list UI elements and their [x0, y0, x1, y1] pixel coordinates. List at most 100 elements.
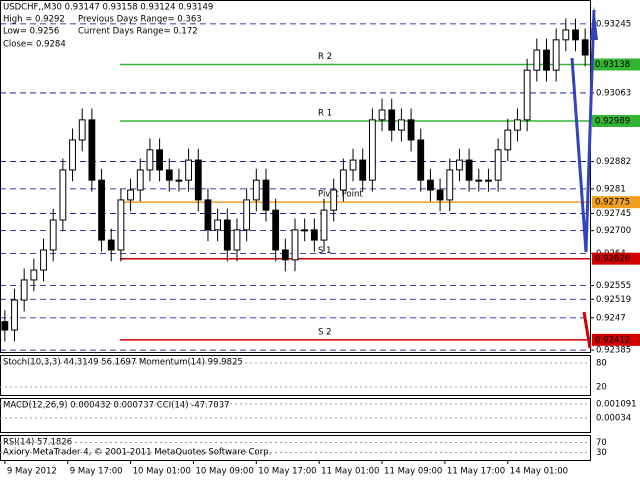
- info-text: Close= 0.9284: [3, 40, 66, 50]
- y-tick-label: 0.92555: [596, 281, 631, 291]
- candle-body: [310, 229, 318, 241]
- level-value: 0.92412: [595, 335, 630, 345]
- candle-body: [494, 149, 502, 181]
- candle-body: [359, 159, 367, 181]
- x-tick-label: 14 May 01:00: [510, 467, 568, 477]
- candle-body: [214, 219, 222, 231]
- plot-frame: [0, 0, 591, 353]
- y-tick-label: 0.9281: [596, 184, 626, 194]
- pane-tick-label: 20: [596, 383, 607, 393]
- forecast-arrow: [590, 6, 598, 40]
- y-tick-label: 0.92700: [596, 226, 631, 236]
- pane-tick-label: 80: [596, 359, 607, 369]
- info-text: Previous Days Range= 0.363: [78, 15, 202, 25]
- candle-body: [272, 209, 280, 251]
- level-name: R 1: [318, 109, 332, 119]
- candle-body: [514, 119, 521, 131]
- candle-body: [581, 39, 589, 56]
- candle-body: [20, 279, 28, 301]
- pane-tick-label: 0.001091: [596, 399, 637, 409]
- candle-body: [465, 159, 473, 181]
- candle-body: [523, 69, 531, 121]
- candle-body: [397, 119, 405, 131]
- candle-body: [330, 189, 338, 211]
- candle-body: [136, 169, 144, 191]
- x-tick-label: 9 May 17:00: [70, 467, 123, 477]
- candle-body: [407, 119, 415, 141]
- level-box: [592, 196, 640, 209]
- pane-frame: [0, 435, 591, 461]
- candle-body: [572, 29, 579, 41]
- candle-body: [175, 179, 183, 182]
- pane-tick-label: 70: [596, 438, 607, 448]
- level-value: 0.92775: [595, 198, 630, 208]
- candle-body: [127, 189, 134, 201]
- candle-body: [30, 269, 38, 281]
- level-name: S 2: [318, 327, 332, 337]
- candle-body: [40, 249, 47, 271]
- pane-frame: [0, 355, 591, 396]
- candle-body: [262, 179, 270, 211]
- candle-body: [417, 139, 425, 181]
- y-tick-label: 0.9247: [596, 313, 626, 323]
- candle-body: [301, 229, 309, 232]
- info-text: High = 0.9292: [3, 15, 65, 25]
- candle-body: [49, 219, 57, 251]
- candle-body: [252, 179, 260, 201]
- info-text: Current Days Range= 0.172: [78, 27, 198, 37]
- level-name: S 1: [318, 246, 332, 256]
- candle-body: [204, 199, 212, 231]
- x-tick-label: 11 May 09:00: [384, 467, 442, 477]
- candle-body: [165, 169, 173, 181]
- candle-body: [533, 49, 541, 71]
- candle-body: [11, 299, 18, 331]
- marks-layer: [1, 18, 589, 342]
- candle-body: [552, 39, 560, 71]
- candle-body: [194, 159, 202, 201]
- candle-body: [69, 139, 76, 171]
- x-tick-label: 11 May 17:00: [447, 467, 505, 477]
- candle-body: [223, 219, 231, 251]
- y-tick-label: 0.92519: [596, 295, 631, 305]
- level-name: Pivot Point: [318, 190, 363, 200]
- level-value: 0.92989: [595, 117, 630, 127]
- candle-body: [88, 119, 96, 181]
- x-tick-label: 10 May 09:00: [195, 467, 253, 477]
- level-box: [592, 58, 640, 71]
- pane-frame: [0, 398, 591, 433]
- candle-body: [485, 179, 492, 182]
- candle-body: [427, 179, 434, 191]
- pane-tick-label: 30: [596, 448, 607, 458]
- chart-title: USDCHF,,M30 0.93147 0.93158 0.93124 0.93…: [3, 3, 213, 13]
- level-value: 0.92626: [595, 254, 630, 264]
- candle-body: [368, 119, 376, 181]
- y-tick-label: 0.93245: [596, 19, 631, 29]
- level-box: [592, 252, 640, 265]
- candle-body: [504, 129, 512, 151]
- y-tick-label: 0.93063: [596, 88, 631, 98]
- candle-body: [378, 109, 386, 121]
- pane-tick-label: 0.00034: [596, 414, 631, 424]
- candle-body: [562, 29, 570, 41]
- candle-body: [185, 159, 193, 181]
- level-box: [592, 115, 640, 127]
- candle-body: [475, 179, 483, 182]
- pane-label: RSI(14) 57.1826: [3, 438, 72, 448]
- candle-body: [146, 149, 154, 171]
- candle-body: [107, 239, 115, 251]
- candle-body: [78, 119, 86, 141]
- candle-body: [320, 209, 328, 241]
- y-tick-label: 0.92745: [596, 209, 631, 219]
- candle-body: [446, 169, 454, 201]
- candle-body: [543, 49, 550, 71]
- info-text: Low= 0.9256: [3, 27, 59, 37]
- candle-body: [339, 169, 347, 191]
- forecast-line-red: [582, 311, 592, 349]
- level-value: 0.93138: [595, 60, 630, 70]
- x-tick-label: 11 May 01:00: [321, 467, 379, 477]
- candle-body: [291, 229, 299, 261]
- candle-body: [233, 229, 241, 251]
